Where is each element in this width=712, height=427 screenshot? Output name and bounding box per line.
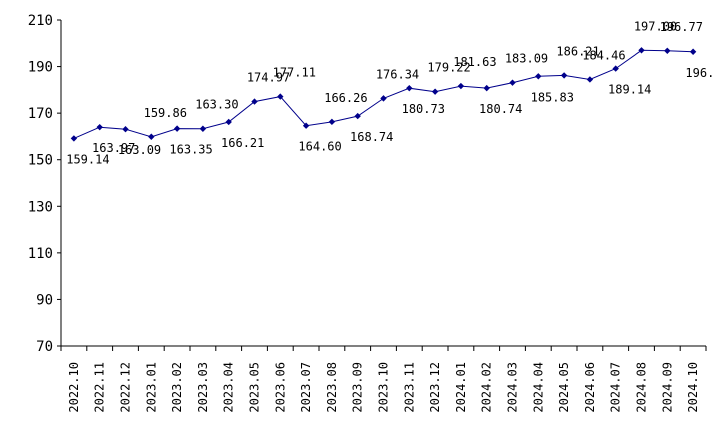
x-tick-label: 2023.02 bbox=[170, 362, 184, 413]
x-tick-label: 2023.12 bbox=[428, 362, 442, 413]
x-tick-label: 2024.03 bbox=[506, 362, 520, 413]
x-tick-label: 2023.04 bbox=[222, 362, 236, 413]
data-point-marker bbox=[431, 88, 439, 95]
y-tick-label: 130 bbox=[28, 199, 53, 215]
data-point-marker bbox=[225, 118, 232, 126]
data-point-marker bbox=[148, 133, 155, 140]
data-point-marker bbox=[380, 95, 387, 102]
data-point-marker bbox=[302, 122, 310, 129]
series-layer bbox=[70, 47, 697, 142]
data-label: 163.97 bbox=[92, 141, 135, 155]
chart-axes: 70 90 110 130 150 170 190 210 2022.10 2022.11 2022… bbox=[28, 13, 707, 413]
data-label: 181.63 bbox=[453, 55, 496, 69]
data-label: 163.09 bbox=[118, 143, 161, 157]
x-tick-label: 2024.10 bbox=[686, 362, 700, 413]
x-tick-label: 2024.01 bbox=[454, 362, 468, 413]
data-label: 168.74 bbox=[350, 130, 393, 144]
data-label: 196.77 bbox=[660, 20, 703, 34]
data-label: 197.00 bbox=[634, 19, 677, 33]
x-tick-label: 2024.04 bbox=[531, 362, 545, 413]
data-point-marker bbox=[689, 48, 697, 55]
x-tick-label: 2022.12 bbox=[119, 362, 133, 413]
x-tick-label: 2022.11 bbox=[93, 362, 107, 413]
data-point-marker bbox=[560, 72, 568, 79]
data-point-marker bbox=[535, 73, 542, 80]
x-tick-label: 2024.05 bbox=[557, 362, 571, 413]
data-label: 183.09 bbox=[505, 52, 548, 66]
x-tick-label: 2024.07 bbox=[609, 362, 623, 413]
data-point-marker bbox=[199, 125, 207, 132]
data-label: 174.97 bbox=[247, 71, 290, 85]
x-tick-label: 2023.07 bbox=[299, 362, 313, 413]
data-label: 176.34 bbox=[376, 67, 419, 81]
data-point-marker bbox=[96, 123, 103, 131]
y-tick-label: 150 bbox=[28, 153, 53, 169]
x-tick-label: 2023.11 bbox=[402, 362, 416, 413]
data-point-marker bbox=[509, 79, 516, 86]
x-tick-label: 2022.10 bbox=[67, 362, 81, 413]
data-point-marker bbox=[664, 47, 671, 55]
y-tick-label: 170 bbox=[28, 106, 53, 122]
data-point-marker bbox=[70, 135, 78, 142]
data-label: 166.26 bbox=[324, 91, 367, 105]
x-tick-label: 2023.05 bbox=[248, 362, 262, 413]
y-tick-label: 70 bbox=[36, 339, 53, 355]
x-tick-label: 2023.06 bbox=[273, 362, 287, 413]
data-point-marker bbox=[586, 76, 594, 83]
x-tick-label: 2024.02 bbox=[480, 362, 494, 413]
data-label: 184.46 bbox=[582, 48, 625, 62]
data-label: 159.14 bbox=[66, 152, 109, 166]
data-label: 164.60 bbox=[298, 140, 341, 154]
x-tick-label: 2023.01 bbox=[144, 362, 158, 413]
data-label: 163.35 bbox=[169, 143, 212, 157]
data-label: 186.21 bbox=[556, 44, 599, 58]
x-tick-label: 2023.03 bbox=[196, 362, 210, 413]
data-label: 163.30 bbox=[195, 98, 238, 112]
data-label: 180.73 bbox=[402, 102, 445, 116]
data-label: 189.14 bbox=[608, 83, 651, 97]
x-tick-label: 2024.08 bbox=[635, 362, 649, 413]
data-point-marker bbox=[251, 98, 258, 105]
data-point-marker bbox=[638, 47, 645, 54]
x-tick-label: 2024.09 bbox=[660, 362, 674, 413]
data-point-marker bbox=[173, 125, 181, 132]
x-tick-label: 2024.06 bbox=[583, 362, 597, 413]
data-label: 196.36 bbox=[685, 66, 712, 80]
data-point-marker bbox=[483, 84, 490, 92]
data-label: 159.86 bbox=[144, 106, 187, 120]
y-tick-label: 210 bbox=[28, 13, 53, 29]
data-point-marker bbox=[612, 65, 619, 72]
y-tick-label: 110 bbox=[28, 246, 53, 262]
x-tick-label: 2023.10 bbox=[377, 362, 391, 413]
x-tick-label: 2023.09 bbox=[351, 362, 365, 413]
data-label: 177.11 bbox=[273, 66, 316, 80]
data-point-marker bbox=[354, 112, 361, 120]
data-label: 179.22 bbox=[427, 61, 470, 75]
data-label: 166.21 bbox=[221, 136, 264, 150]
series-line bbox=[73, 49, 694, 139]
data-point-marker bbox=[406, 84, 413, 92]
data-point-marker bbox=[277, 93, 284, 100]
x-tick-label: 2023.08 bbox=[325, 362, 339, 413]
y-tick-label: 190 bbox=[28, 60, 53, 76]
data-point-marker bbox=[328, 118, 336, 126]
y-tick-label: 90 bbox=[36, 292, 53, 308]
data-point-marker bbox=[122, 126, 129, 133]
data-label: 185.83 bbox=[531, 90, 574, 104]
data-point-marker bbox=[457, 82, 465, 90]
data-label: 180.74 bbox=[479, 102, 522, 116]
